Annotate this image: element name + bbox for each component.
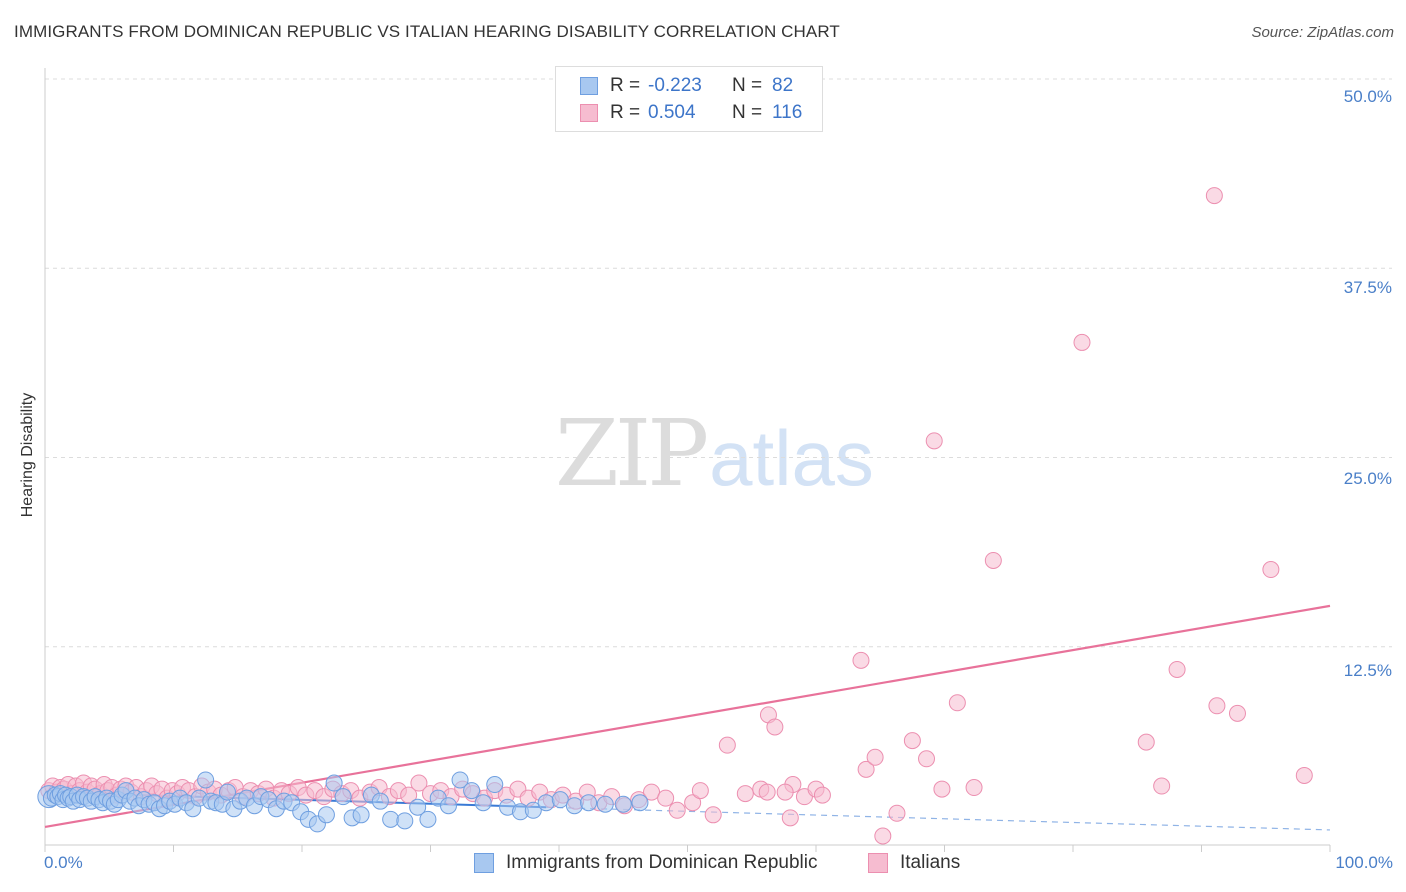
dominican-point: [371, 792, 389, 810]
italians-series: [40, 187, 1313, 845]
y-tick-label-50: 50.0%: [1343, 87, 1392, 106]
dominican-point: [409, 798, 427, 816]
dominican-point: [551, 791, 569, 809]
italians-point: [1153, 777, 1171, 795]
italians-point: [781, 809, 799, 827]
dominican-series: [37, 771, 649, 833]
italians-point: [1208, 697, 1226, 715]
dominican-point: [419, 810, 437, 828]
italians-point: [1168, 660, 1186, 678]
italians-point: [965, 779, 983, 797]
italians-point: [643, 783, 661, 801]
italians-point: [925, 432, 943, 450]
dominican-point: [524, 801, 542, 819]
italians-point: [776, 783, 794, 801]
legend-swatch-pink: [868, 853, 888, 873]
dominican-point: [334, 788, 352, 806]
grid-lines: [45, 78, 1392, 648]
italians-point: [1262, 561, 1280, 579]
dominican-point: [382, 810, 400, 828]
dominican-point: [596, 795, 614, 813]
y-tick-label-37-5: 37.5%: [1343, 278, 1392, 297]
legend-r-value: 0.504: [648, 102, 696, 123]
legend-swatch-blue: [580, 77, 598, 95]
legend-r-value: -0.223: [648, 75, 702, 96]
dominican-point: [451, 771, 469, 789]
italians-point: [874, 827, 892, 845]
italians-point: [684, 794, 702, 812]
dominican-point: [537, 794, 555, 812]
italians-point: [888, 804, 906, 822]
italians-point: [400, 786, 418, 804]
dominican-point: [197, 771, 215, 789]
correlation-legend: R = -0.223 N = 82 R = 0.504 N = 116: [555, 66, 823, 132]
legend-swatch-blue: [474, 853, 494, 873]
dominican-point: [463, 782, 481, 800]
x-tick-label-max: 100.0%: [1335, 853, 1393, 872]
dominican-trend-extension: [546, 806, 1331, 831]
dominican-point: [218, 783, 236, 801]
watermark-zip: ZIP: [555, 400, 709, 507]
y-axis-label: Hearing Disability: [19, 392, 36, 518]
legend-n-label: N =: [732, 102, 763, 123]
italians-point: [668, 801, 686, 819]
y-tick-label-25: 25.0%: [1343, 469, 1392, 488]
legend-swatch-pink: [580, 104, 598, 122]
legend-n-value: 82: [772, 75, 794, 96]
axes: [44, 68, 1331, 852]
legend-n-value: 116: [772, 102, 803, 123]
legend-r-label: R =: [610, 75, 641, 96]
dominican-point: [614, 795, 632, 813]
italians-point: [704, 806, 722, 824]
x-tick-label-min: 0.0%: [44, 853, 83, 872]
italians-point: [918, 750, 936, 768]
dominican-point: [396, 812, 414, 830]
italians-point: [866, 748, 884, 766]
italians-point: [657, 789, 675, 807]
dominican-point: [325, 774, 343, 792]
dominican-point: [486, 776, 504, 794]
italians-point: [718, 736, 736, 754]
chart-title: IMMIGRANTS FROM DOMINICAN REPUBLIC VS IT…: [14, 22, 840, 41]
italians-point: [758, 783, 776, 801]
italians-point: [691, 782, 709, 800]
italians-point: [736, 785, 754, 803]
italians-point: [1295, 766, 1313, 784]
italians-point: [1228, 704, 1246, 722]
italians-point: [813, 786, 831, 804]
italians-point: [857, 760, 875, 778]
legend-r-label: R =: [610, 102, 641, 123]
italians-point: [766, 718, 784, 736]
italians-point: [1073, 333, 1091, 351]
italians-point: [1137, 733, 1155, 751]
italians-point: [903, 732, 921, 750]
legend-label-dominican: Immigrants from Dominican Republic: [506, 852, 818, 873]
dominican-point: [565, 797, 583, 815]
italians-point: [933, 780, 951, 798]
italians-point: [984, 551, 1002, 569]
dominican-point: [474, 794, 492, 812]
dominican-point: [352, 806, 370, 824]
italians-point: [852, 651, 870, 669]
italians-point: [948, 694, 966, 712]
dominican-point: [631, 794, 649, 812]
dominican-point: [317, 806, 335, 824]
dominican-point: [580, 794, 598, 812]
source-label: Source: ZipAtlas.com: [1251, 24, 1394, 41]
legend-n-label: N =: [732, 75, 763, 96]
italians-point: [410, 774, 428, 792]
y-tick-label-12-5: 12.5%: [1343, 661, 1392, 680]
dominican-point: [439, 797, 457, 815]
legend-label-italians: Italians: [900, 852, 961, 873]
italians-point: [1205, 187, 1223, 205]
